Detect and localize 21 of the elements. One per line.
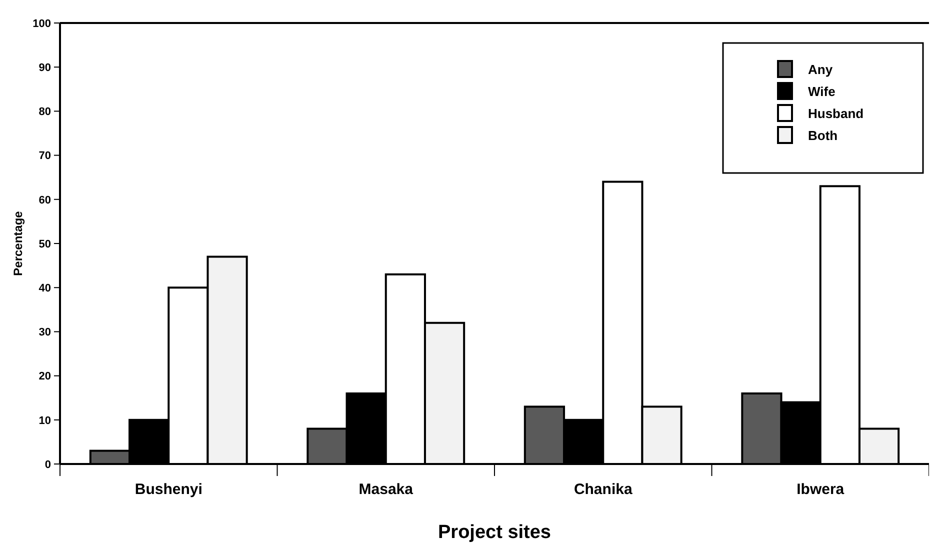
y-tick-label: 10	[38, 414, 51, 427]
y-axis-title: Percentage	[11, 210, 25, 276]
x-tick-label: Ibwera	[796, 481, 845, 498]
legend-label: Wife	[808, 84, 836, 99]
y-tick-label: 40	[38, 282, 51, 294]
y-tick-label: 80	[38, 106, 51, 118]
x-axis-title: Project sites	[438, 522, 551, 543]
y-tick-label: 90	[38, 62, 51, 74]
y-tick-label: 100	[32, 18, 51, 30]
legend-label: Any	[808, 62, 834, 77]
y-tick-label: 60	[38, 194, 51, 206]
y-tick-label: 30	[38, 326, 51, 339]
x-tick-label: Masaka	[358, 481, 414, 498]
x-tick-label: Bushenyi	[134, 481, 202, 498]
x-tick-label: Chanika	[574, 481, 633, 498]
y-tick-label: 70	[38, 150, 51, 162]
legend-label: Husband	[808, 106, 864, 121]
legend-label: Both	[808, 128, 838, 143]
y-tick-label: 0	[44, 458, 51, 471]
y-tick-label: 50	[38, 238, 51, 250]
y-tick-label: 20	[38, 370, 51, 383]
